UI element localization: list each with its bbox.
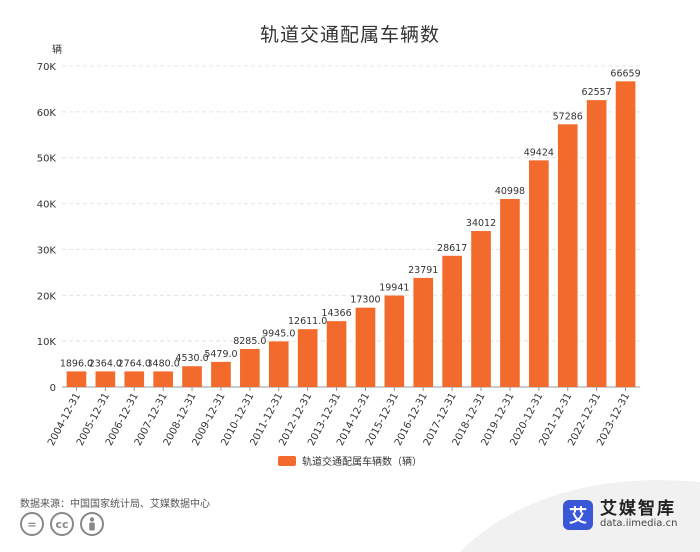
data-label: 62557	[582, 87, 612, 98]
bar	[153, 371, 173, 387]
y-tick-label: 60K	[37, 108, 57, 119]
brand-name: 艾媒智库	[600, 499, 676, 519]
y-tick-label: 0	[50, 383, 56, 394]
license-icons: = cc	[20, 512, 104, 536]
y-tick-label: 10K	[37, 337, 57, 348]
brand-logo-block: 艾 艾媒智库 data.iimedia.cn	[563, 500, 677, 530]
data-label: 49424	[524, 147, 554, 158]
data-label: 9945.0	[262, 328, 295, 339]
bar	[500, 198, 520, 387]
data-label: 2364.0	[89, 358, 122, 369]
bar	[297, 329, 318, 387]
bar	[240, 349, 260, 387]
bar	[124, 371, 145, 387]
data-label: 2764.0	[118, 358, 151, 369]
data-label: 19941	[379, 283, 409, 294]
legend-swatch	[278, 455, 296, 466]
chart-title: 轨道交通配属车辆数	[259, 24, 440, 46]
bar	[529, 160, 549, 387]
bar	[413, 277, 434, 387]
y-axis-unit-label: 辆	[52, 43, 62, 56]
data-label: 8285.0	[233, 336, 266, 347]
data-label: 34012	[466, 218, 496, 229]
bar	[211, 361, 231, 387]
no-derivatives-icon: =	[20, 512, 44, 536]
data-label: 1896.0	[60, 358, 93, 369]
data-label: 3480.0	[147, 358, 180, 369]
y-tick-label: 50K	[37, 154, 57, 165]
bar	[471, 231, 491, 387]
data-label: 4530.0	[175, 353, 208, 364]
bar	[66, 371, 87, 387]
bar	[615, 81, 636, 388]
bar	[95, 371, 116, 387]
data-label: 5479.0	[204, 349, 237, 360]
y-tick-label: 20K	[37, 291, 57, 302]
brand-url: data.iimedia.cn	[600, 518, 678, 529]
y-tick-label: 30K	[37, 245, 57, 256]
y-tick-label: 40K	[37, 200, 57, 211]
brand-logo-icon: 艾	[563, 500, 593, 530]
bar	[182, 366, 202, 387]
data-label: 17300	[350, 295, 380, 306]
bar	[384, 295, 405, 387]
y-tick-label: 70K	[37, 62, 57, 73]
chart-legend[interactable]: 轨道交通配属车辆数（辆）	[0, 453, 700, 468]
creative-commons-icon: cc	[50, 512, 74, 536]
data-label: 14366	[321, 308, 351, 319]
bar	[557, 124, 578, 388]
bar	[326, 321, 347, 387]
data-source-note: 数据来源：中国国家统计局、艾媒数据中心	[20, 499, 210, 510]
data-label: 40998	[495, 186, 525, 197]
bar	[586, 100, 607, 387]
data-label: 23791	[408, 265, 438, 276]
data-label: 28617	[437, 243, 467, 254]
attribution-person-icon	[80, 512, 104, 536]
data-label: 57286	[553, 111, 583, 122]
data-label: 66659	[610, 68, 640, 79]
legend-label: 轨道交通配属车辆数（辆）	[302, 457, 422, 468]
bar	[355, 307, 376, 387]
data-label: 12611.0	[288, 316, 327, 327]
bar	[268, 341, 289, 387]
bar	[442, 255, 462, 387]
